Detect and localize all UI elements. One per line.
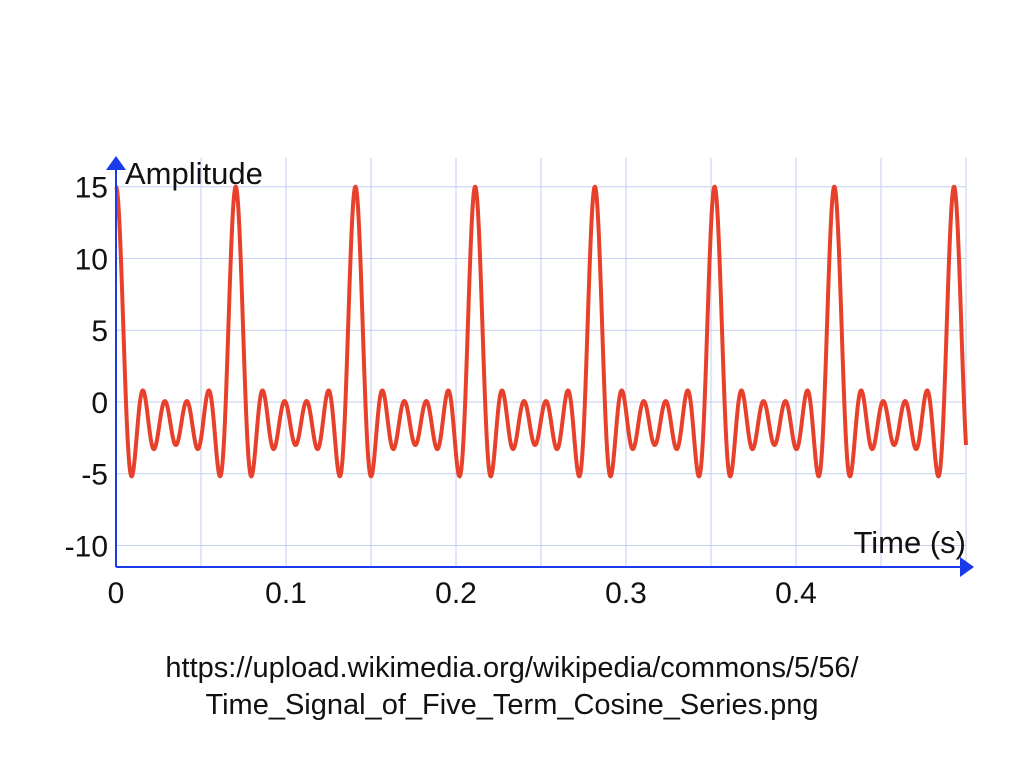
series-layer — [114, 184, 968, 479]
y-tick-label: 0 — [91, 387, 108, 420]
y-tick-label: 5 — [91, 315, 108, 348]
x-tick-label: 0 — [108, 577, 125, 610]
y-axis-arrow — [106, 156, 126, 170]
grid — [116, 158, 967, 567]
y-tick-label: -10 — [65, 530, 108, 563]
y-tick-label: 10 — [75, 243, 108, 276]
y-axis-title: Amplitude — [125, 156, 263, 191]
x-axis-title: Time (s) — [854, 525, 967, 560]
x-tick-label: 0.1 — [265, 577, 307, 610]
source-url-line-2: Time_Signal_of_Five_Term_Cosine_Series.p… — [205, 689, 819, 721]
x-axis-arrow — [960, 557, 974, 577]
x-tick-label: 0.2 — [435, 577, 477, 610]
source-url-line-1: https://upload.wikimedia.org/wikipedia/c… — [165, 652, 859, 684]
y-tick-labels: 15 10 5 0 -5 -10 — [65, 172, 108, 564]
y-tick-label: 15 — [75, 172, 108, 205]
axes — [106, 156, 974, 577]
series-line — [114, 184, 968, 479]
x-tick-label: 0.3 — [605, 577, 647, 610]
x-tick-labels: 0 0.1 0.2 0.3 0.4 — [108, 577, 817, 610]
x-tick-label: 0.4 — [775, 577, 817, 610]
y-tick-label: -5 — [81, 459, 108, 492]
